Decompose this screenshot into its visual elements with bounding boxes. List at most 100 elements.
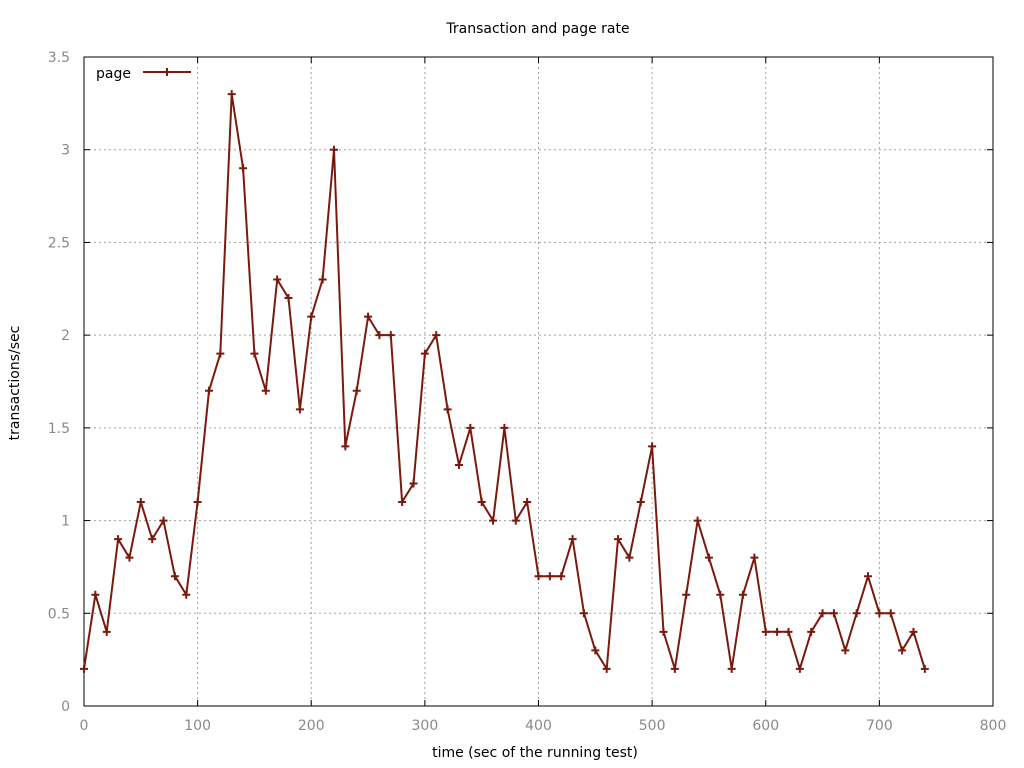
data-point — [114, 535, 123, 544]
data-point — [170, 572, 179, 581]
data-point — [784, 627, 793, 636]
data-point — [159, 516, 168, 525]
data-point — [477, 498, 486, 507]
data-point — [409, 479, 418, 488]
legend-label-page: page — [96, 66, 131, 82]
x-tick-label: 800 — [980, 718, 1007, 734]
data-point — [307, 312, 316, 321]
data-point — [466, 423, 475, 432]
data-point — [295, 405, 304, 414]
data-point — [636, 498, 645, 507]
data-point — [432, 331, 441, 340]
data-point — [454, 460, 463, 469]
data-point — [511, 516, 520, 525]
x-axis: 0 100 200 300 400 500 600 700 800 — [80, 57, 1007, 734]
data-point — [318, 275, 327, 284]
data-point — [80, 664, 88, 673]
data-point — [91, 590, 100, 599]
x-tick-label: 600 — [752, 718, 779, 734]
data-point — [829, 609, 838, 618]
y-tick-label: 1.5 — [48, 421, 70, 437]
data-point — [761, 627, 770, 636]
data-point — [352, 386, 361, 395]
y-tick-label: 3 — [61, 143, 70, 159]
data-point — [341, 442, 350, 451]
data-point — [739, 590, 748, 599]
data-point — [182, 590, 191, 599]
legend-marker-page — [163, 68, 171, 76]
data-point — [398, 498, 407, 507]
data-point — [886, 609, 895, 618]
data-point — [261, 386, 270, 395]
y-tick-label: 1 — [61, 514, 70, 530]
data-point — [545, 572, 554, 581]
data-point — [386, 331, 395, 340]
x-tick-label: 0 — [80, 718, 89, 734]
data-point — [534, 572, 543, 581]
series-line-page — [83, 93, 926, 670]
y-tick-label: 3.5 — [48, 50, 70, 66]
data-point — [125, 553, 134, 562]
data-point — [364, 312, 373, 321]
data-point — [841, 646, 850, 655]
series-page — [80, 90, 929, 673]
y-axis-label: transactions/sec — [7, 326, 23, 441]
data-point — [727, 664, 736, 673]
data-point — [614, 535, 623, 544]
data-point — [591, 646, 600, 655]
data-point — [602, 664, 611, 673]
data-point — [625, 553, 634, 562]
data-point — [864, 572, 873, 581]
data-point — [659, 627, 668, 636]
data-point — [489, 516, 498, 525]
data-point — [284, 294, 293, 303]
data-point — [239, 164, 248, 173]
x-tick-label: 400 — [525, 718, 552, 734]
x-axis-label: time (sec of the running test) — [432, 745, 638, 761]
y-axis: 0 0.5 1 1.5 2 2.5 3 3.5 — [48, 50, 993, 715]
data-point — [693, 516, 702, 525]
data-point — [568, 535, 577, 544]
data-point — [852, 609, 861, 618]
data-point — [102, 627, 111, 636]
data-point — [704, 553, 713, 562]
x-tick-label: 500 — [639, 718, 666, 734]
data-point — [795, 664, 804, 673]
data-point — [420, 349, 429, 358]
data-point — [227, 90, 236, 99]
data-point — [773, 627, 782, 636]
data-point — [148, 535, 157, 544]
legend: page — [96, 66, 191, 82]
data-point — [670, 664, 679, 673]
data-point — [557, 572, 566, 581]
data-point — [909, 627, 918, 636]
data-point — [500, 423, 509, 432]
x-tick-label: 100 — [184, 718, 211, 734]
data-point — [523, 498, 532, 507]
data-point — [682, 590, 691, 599]
x-tick-label: 200 — [298, 718, 325, 734]
y-tick-label: 2.5 — [48, 235, 70, 251]
data-point — [193, 498, 202, 507]
data-point — [875, 609, 884, 618]
x-tick-label: 300 — [412, 718, 439, 734]
data-point — [579, 609, 588, 618]
y-tick-label: 2 — [61, 328, 70, 344]
data-point — [329, 145, 338, 154]
data-point — [648, 442, 657, 451]
data-point — [216, 349, 225, 358]
data-point — [920, 664, 929, 673]
data-point — [443, 405, 452, 414]
x-tick-label: 700 — [866, 718, 893, 734]
data-point — [716, 590, 725, 599]
data-point — [807, 627, 816, 636]
data-point — [273, 275, 282, 284]
grid-lines — [84, 57, 993, 706]
data-point — [250, 349, 259, 358]
data-point — [204, 386, 213, 395]
y-tick-label: 0 — [61, 699, 70, 715]
data-point — [898, 646, 907, 655]
chart-title: Transaction and page rate — [445, 21, 629, 37]
data-point — [375, 331, 384, 340]
